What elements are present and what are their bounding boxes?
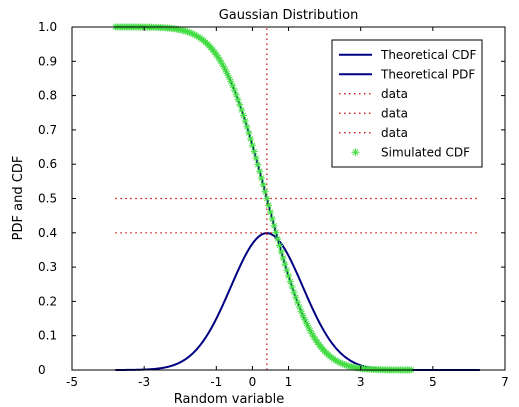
chart-title: Gaussian Distribution xyxy=(219,8,359,23)
simulated-point xyxy=(236,101,244,109)
legend-swatch xyxy=(351,148,360,157)
y-tick-label: 0.4 xyxy=(38,226,57,240)
simulated-point xyxy=(238,106,246,114)
simulated-point xyxy=(214,53,222,61)
simulated-point xyxy=(243,123,251,131)
y-tick-label: 0.2 xyxy=(38,294,57,308)
simulated-point xyxy=(286,278,294,286)
legend-entry: Theoretical PDF xyxy=(339,67,475,81)
simulated-point xyxy=(285,272,292,280)
simulated-point xyxy=(261,188,269,196)
simulated-point xyxy=(268,215,276,223)
y-tick-label: 0.7 xyxy=(38,123,57,137)
simulated-point xyxy=(281,260,289,268)
simulated-point xyxy=(252,154,260,162)
legend: Theoretical CDF Theoretical PDF data data da… xyxy=(331,39,483,168)
simulated-point xyxy=(288,283,296,291)
simulated-point xyxy=(259,181,267,189)
x-tick-label: -5 xyxy=(66,375,78,389)
axis-ticks: -5 -3 -1 0 1 3 5 7 0 0.1 0.2 0.3 0.4 0.5 0.6 0.7 0.8 0.9 1… xyxy=(38,20,509,389)
simulated-point xyxy=(279,254,287,262)
legend-entry: data xyxy=(339,87,408,101)
legend-label: Simulated CDF xyxy=(381,145,470,159)
y-tick-label: 0.1 xyxy=(38,329,57,343)
simulated-point xyxy=(247,135,255,143)
simulated-point xyxy=(266,208,274,216)
y-tick-label: 0.8 xyxy=(38,89,57,103)
simulated-point xyxy=(290,288,298,296)
legend-entry: data xyxy=(339,106,408,120)
simulated-point xyxy=(308,330,316,338)
simulated-point xyxy=(245,129,253,137)
simulated-point xyxy=(270,222,278,230)
x-tick-label: -3 xyxy=(138,375,150,389)
simulated-point xyxy=(265,201,273,209)
simulated-point xyxy=(234,96,242,104)
legend-entry: Simulated CDF xyxy=(351,145,470,159)
legend-label: data xyxy=(381,87,408,101)
y-axis-label: PDF and CDF xyxy=(11,156,26,241)
legend-label: Theoretical PDF xyxy=(380,67,475,81)
simulated-point xyxy=(277,248,285,256)
x-tick-label: -1 xyxy=(210,375,222,389)
simulated-point xyxy=(272,228,280,236)
y-tick-label: 0 xyxy=(38,363,46,377)
x-tick-label: 7 xyxy=(501,375,509,389)
y-tick-label: 0.6 xyxy=(38,157,57,171)
x-tick-label: 3 xyxy=(357,375,365,389)
simulated-point xyxy=(257,174,265,182)
simulated-point xyxy=(241,117,249,125)
simulated-point xyxy=(283,266,291,274)
plot-marks xyxy=(111,23,480,374)
legend-label: data xyxy=(381,126,408,140)
y-tick-label: 1.0 xyxy=(38,20,57,34)
x-axis-label: Random variable xyxy=(174,392,284,407)
y-tick-label: 0.9 xyxy=(38,54,57,68)
simulated-point xyxy=(274,235,282,243)
simulated-point xyxy=(254,161,262,169)
legend-entry: Theoretical CDF xyxy=(339,48,476,62)
simulated-point xyxy=(239,111,247,119)
x-tick-label: 5 xyxy=(429,375,437,389)
legend-entry: data xyxy=(339,126,408,140)
simulated-point xyxy=(248,141,256,149)
x-tick-label: 1 xyxy=(285,375,293,389)
simulated-point xyxy=(263,195,271,202)
simulated-point xyxy=(275,241,283,249)
legend-box xyxy=(331,39,483,168)
simulated-point xyxy=(250,148,258,156)
y-tick-label: 0.5 xyxy=(38,192,57,206)
legend-label: data xyxy=(381,106,408,120)
legend-label: Theoretical CDF xyxy=(380,48,476,62)
simulated-point xyxy=(256,167,264,175)
y-tick-label: 0.3 xyxy=(38,260,57,274)
x-tick-label: 0 xyxy=(249,375,257,389)
